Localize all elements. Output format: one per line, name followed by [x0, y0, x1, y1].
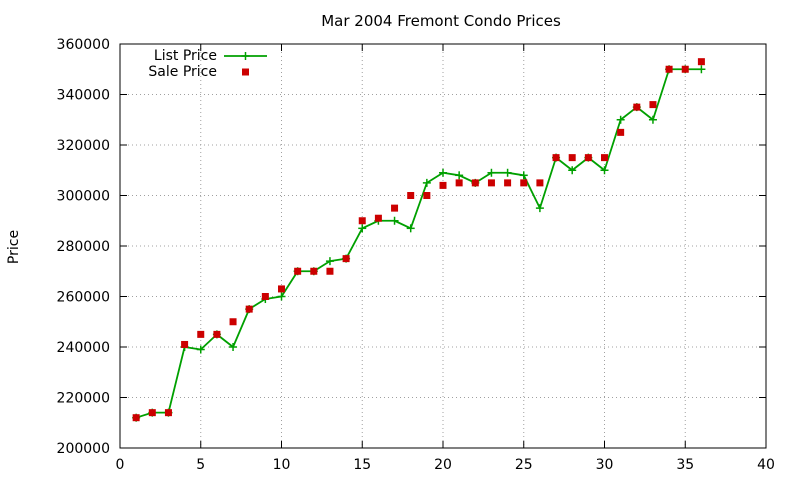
sale-price-point: [471, 179, 479, 187]
sale-price-point: [633, 103, 641, 111]
x-tick-label: 5: [196, 457, 205, 473]
y-axis-label: Price: [6, 230, 22, 264]
list-price-point: [648, 115, 657, 124]
y-tick-label: 300000: [57, 189, 110, 205]
list-price-point: [358, 224, 367, 233]
series-list-price: [132, 65, 706, 422]
x-tick-label: 15: [353, 457, 371, 473]
y-tick-label: 220000: [57, 391, 110, 407]
sale-price-point: [342, 255, 350, 263]
sale-price-point: [326, 267, 334, 275]
sale-price-point: [568, 154, 576, 162]
sale-price-point: [423, 192, 431, 199]
sale-price-point: [261, 293, 269, 300]
sale-price-point: [197, 330, 205, 338]
legend-list-price-swatch: [224, 52, 267, 60]
x-tick-label: 20: [434, 457, 452, 473]
list-price-point: [390, 216, 399, 225]
list-price-line: [135, 68, 702, 419]
sale-price-point: [358, 217, 366, 225]
y-tick-label: 280000: [57, 239, 110, 255]
sale-price-point: [213, 330, 221, 338]
sale-price-point: [407, 192, 415, 199]
y-tick-label: 360000: [57, 37, 110, 53]
y-tick-label: 260000: [57, 290, 110, 306]
sale-price-point: [552, 154, 560, 162]
sale-price-point: [132, 414, 140, 422]
list-price-point: [229, 343, 238, 351]
legend-sale-price-label: Sale Price: [148, 64, 217, 80]
list-price-point: [277, 292, 286, 301]
x-tick-label: 40: [757, 457, 775, 473]
sale-price-point: [601, 154, 608, 162]
sale-price-point: [148, 409, 156, 417]
series-sale-price: [132, 58, 705, 422]
list-price-point: [422, 178, 431, 187]
list-price-point: [600, 166, 609, 175]
sale-price-point: [439, 181, 447, 189]
y-tick-label: 240000: [57, 340, 110, 356]
x-tick-label: 30: [596, 457, 614, 473]
legend-list-price-label: List Price: [154, 48, 217, 64]
sale-price-point: [245, 305, 253, 313]
list-price-point: [439, 168, 447, 177]
sale-price-point: [310, 267, 318, 275]
x-tick-label: 35: [676, 457, 694, 473]
sale-price-point: [294, 267, 302, 275]
sale-price-point: [520, 179, 528, 187]
series-layer: [132, 58, 706, 422]
legend-sale-price-marker: [242, 68, 249, 76]
list-price-point: [406, 224, 415, 233]
grid: [120, 44, 766, 448]
x-tick-label: 0: [116, 457, 125, 473]
sale-price-point: [504, 179, 512, 187]
list-price-point: [697, 65, 706, 74]
sale-price-point: [164, 409, 172, 417]
list-price-point: [568, 166, 577, 175]
chart-title: Mar 2004 Fremont Condo Prices: [321, 12, 561, 30]
y-tick-label: 200000: [57, 441, 110, 457]
sale-price-point: [181, 340, 189, 348]
x-tick-label: 10: [273, 457, 291, 473]
list-price-point: [196, 345, 205, 354]
y-tick-label: 320000: [57, 138, 110, 154]
list-price-point: [519, 171, 528, 180]
legend-sale-price-swatch: [242, 68, 249, 76]
list-price-point: [487, 168, 496, 177]
sale-price-point: [681, 65, 689, 73]
list-price-point: [535, 204, 544, 213]
sale-price-point: [697, 58, 705, 66]
tick-labels: 0 5 10 15 20 25 30 35 40 200000 220000 240000 260000…: [57, 37, 775, 473]
sale-price-point: [391, 204, 399, 212]
sale-price-point: [278, 285, 285, 293]
list-price-point: [503, 168, 512, 177]
sale-price-point: [487, 179, 495, 187]
x-tick-label: 25: [515, 457, 533, 473]
sale-price-point: [665, 65, 673, 73]
sale-price-point: [584, 154, 592, 162]
list-price-point: [455, 171, 464, 180]
legend-list-price-marker: [241, 52, 250, 60]
list-price-point: [616, 115, 625, 124]
sale-price-point: [374, 214, 382, 222]
list-price-point: [325, 257, 334, 266]
legend: List Price Sale Price: [148, 48, 267, 80]
sale-price-point: [229, 318, 237, 326]
sale-price-point: [617, 128, 625, 136]
sale-price-point: [455, 179, 463, 187]
y-tick-label: 340000: [57, 88, 110, 104]
sale-price-point: [536, 179, 544, 187]
sale-price-point: [649, 101, 657, 109]
plot-frame: [119, 43, 767, 449]
